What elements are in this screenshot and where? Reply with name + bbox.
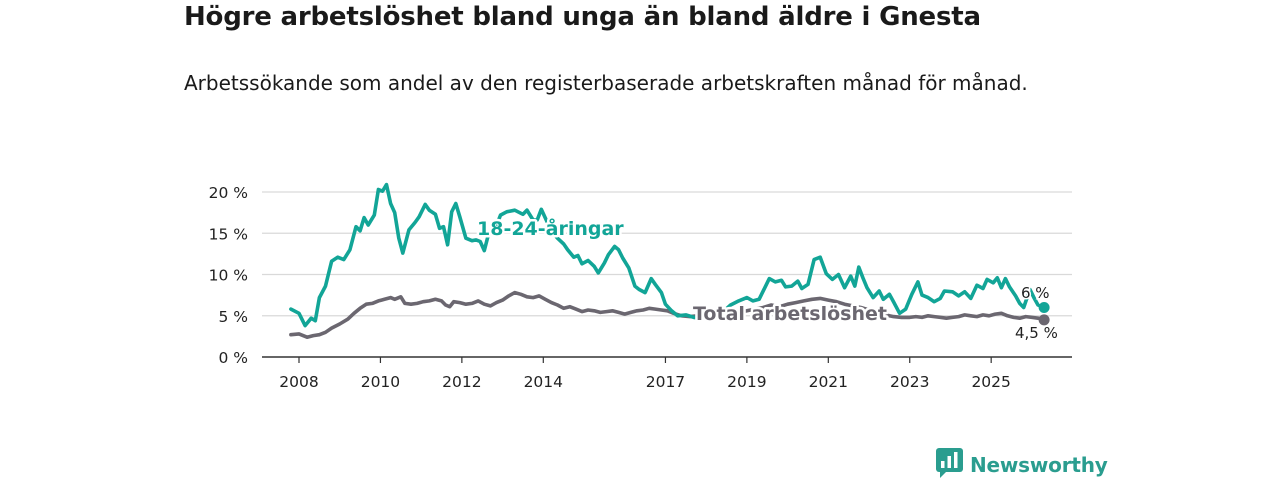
y-tick-label: 15 %	[209, 225, 248, 243]
gridlines	[262, 191, 1072, 317]
x-tick-label: 2019	[727, 373, 766, 391]
x-axis: 2008 2010 2012 2014 2017 2019 2021 2023 2025	[262, 356, 1072, 391]
x-tick-label: 2025	[971, 373, 1010, 391]
x-tick-label: 2014	[524, 373, 563, 391]
end-value-label-total: 4,5 %	[1015, 324, 1058, 342]
series-lines	[289, 182, 1050, 339]
y-tick-label: 10 %	[209, 267, 248, 285]
newsworthy-logo[interactable]: Newsworthy	[936, 448, 1108, 482]
end-value-label-youth: 6 %	[1021, 284, 1050, 302]
end-point-youth	[1038, 302, 1050, 313]
series-label-youth: 18-24-åringar	[477, 216, 624, 240]
x-tick-label: 2023	[890, 373, 929, 391]
series-label-total: Total arbetslöshet	[693, 303, 887, 325]
y-tick-label: 0 %	[218, 349, 248, 367]
chart-title: Högre arbetslöshet bland unga än bland ä…	[184, 2, 981, 32]
series-line-total	[289, 290, 1046, 339]
end-point-total	[1038, 314, 1050, 326]
x-tick-label: 2017	[646, 373, 685, 391]
y-tick-label: 5 %	[218, 308, 248, 326]
x-tick-label: 2012	[442, 373, 481, 391]
chart-subtitle: Arbetssökande som andel av den registerb…	[184, 71, 1028, 95]
series-labels: 18-24-åringar Total arbetslöshet 6 % 4,5 %	[475, 214, 1060, 344]
x-tick-label: 2021	[809, 373, 848, 391]
x-tick-label: 2010	[361, 373, 400, 391]
newsworthy-logo-icon	[936, 448, 963, 482]
series-line-youth	[289, 182, 1046, 328]
y-axis-ticks: 0 % 5 % 10 % 15 % 20 %	[209, 184, 248, 367]
brand-name: Newsworthy	[970, 453, 1108, 477]
x-tick-label: 2008	[279, 373, 318, 391]
y-tick-label: 20 %	[209, 184, 248, 202]
